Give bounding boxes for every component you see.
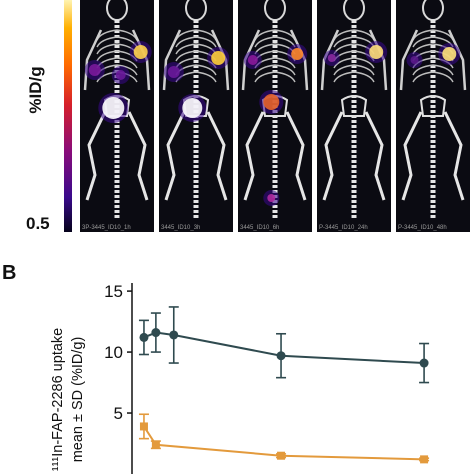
rib bbox=[96, 36, 118, 48]
series-line bbox=[143, 425, 425, 461]
hindlimb bbox=[364, 111, 386, 201]
rib bbox=[195, 71, 217, 83]
mouse-image-5: P-3445_ID10_48h bbox=[396, 0, 470, 232]
mouse-image-1: 3P-3445_ID10_1h bbox=[80, 0, 154, 232]
pelvis bbox=[340, 95, 368, 117]
hindlimb bbox=[322, 111, 344, 201]
image-caption: 3445_ID10_6h bbox=[240, 225, 279, 231]
data-point bbox=[169, 330, 179, 340]
rib bbox=[432, 64, 454, 76]
hindlimb bbox=[85, 111, 107, 201]
forelimb bbox=[368, 29, 388, 91]
image-caption: 3445_ID10_3h bbox=[161, 225, 200, 231]
pelvis bbox=[419, 95, 447, 117]
y-tick-label: 15 bbox=[104, 282, 123, 301]
uptake-hotspot bbox=[442, 47, 457, 61]
image-caption: P-3445_ID10_48h bbox=[398, 225, 447, 231]
y-axis-label-line2: mean ± SD (%ID/g) bbox=[70, 337, 86, 463]
hindlimb bbox=[243, 111, 265, 201]
rib bbox=[412, 71, 434, 83]
data-point bbox=[277, 451, 286, 460]
forelimb bbox=[399, 29, 419, 91]
rib bbox=[333, 36, 355, 48]
data-point bbox=[419, 358, 429, 368]
rib bbox=[353, 64, 375, 76]
rib bbox=[432, 71, 454, 83]
rib bbox=[333, 57, 355, 69]
hindlimb bbox=[164, 111, 186, 201]
uptake-hotspot bbox=[88, 64, 101, 76]
panel-a-spect-ct-images: %ID/g 0.5 3P-3445_ID10_1h 3445_ID10_3h 344… bbox=[26, 0, 470, 233]
rib bbox=[175, 36, 197, 48]
data-point bbox=[420, 455, 429, 464]
colorbar bbox=[64, 0, 72, 232]
forelimb bbox=[447, 29, 467, 91]
hindlimb bbox=[127, 111, 149, 201]
series-2 bbox=[138, 413, 430, 464]
series-1 bbox=[138, 306, 430, 384]
rib bbox=[175, 50, 197, 62]
forelimb bbox=[83, 29, 103, 91]
uptake-hotspot bbox=[182, 98, 203, 118]
spect-ct-mouse-images: 3P-3445_ID10_1h 3445_ID10_3h 3445_ID10_6h P… bbox=[80, 0, 470, 232]
rib bbox=[116, 57, 138, 69]
rib bbox=[195, 64, 217, 76]
rib bbox=[274, 57, 296, 69]
data-point bbox=[151, 440, 160, 449]
y-axis-label-line1: ¹¹¹In-FAP-2286 uptake bbox=[50, 328, 66, 471]
hindlimb bbox=[206, 111, 228, 201]
rib bbox=[96, 50, 118, 62]
rib bbox=[195, 36, 217, 48]
data-point bbox=[139, 332, 149, 342]
forelimb bbox=[320, 29, 340, 91]
forelimb bbox=[162, 29, 182, 91]
uptake-hotspot bbox=[267, 194, 276, 202]
image-caption: P-3445_ID10_24h bbox=[319, 225, 368, 231]
uptake-hotspot bbox=[167, 66, 180, 78]
panel-b-letter: B bbox=[2, 262, 17, 284]
mouse-image-3: 3445_ID10_6h bbox=[238, 0, 312, 232]
uptake-hotspot bbox=[327, 54, 336, 62]
uptake-hotspot bbox=[247, 55, 258, 65]
rib bbox=[254, 71, 276, 83]
rib bbox=[412, 64, 434, 76]
uptake-hotspot bbox=[115, 70, 126, 80]
uptake-hotspot bbox=[291, 48, 304, 60]
colorbar-min-label: 0.5 bbox=[26, 214, 50, 233]
data-point bbox=[151, 328, 161, 338]
rib bbox=[96, 43, 118, 55]
hindlimb bbox=[443, 111, 465, 201]
rib bbox=[254, 64, 276, 76]
mouse-image-2: 3445_ID10_3h bbox=[159, 0, 233, 232]
rib bbox=[274, 64, 296, 76]
data-point bbox=[276, 351, 286, 361]
uptake-hotspot bbox=[102, 97, 125, 119]
rib bbox=[175, 43, 197, 55]
uptake-hotspot bbox=[410, 56, 419, 64]
uptake-hotspot bbox=[263, 94, 280, 110]
rib bbox=[333, 64, 355, 76]
hindlimb bbox=[401, 111, 423, 201]
uptake-hotspot bbox=[369, 45, 384, 59]
rib bbox=[254, 36, 276, 48]
rib bbox=[353, 57, 375, 69]
rib bbox=[353, 71, 375, 83]
data-point bbox=[139, 422, 148, 431]
rib bbox=[274, 71, 296, 83]
rib bbox=[116, 64, 138, 76]
y-tick-label: 5 bbox=[114, 404, 123, 423]
uptake-hotspot bbox=[211, 51, 226, 65]
mouse-image-4: P-3445_ID10_24h bbox=[317, 0, 391, 232]
image-caption: 3P-3445_ID10_1h bbox=[82, 225, 131, 231]
hindlimb bbox=[285, 111, 307, 201]
rib bbox=[333, 71, 355, 83]
uptake-hotspot bbox=[133, 45, 148, 59]
y-tick-label: 10 bbox=[104, 343, 123, 362]
rib bbox=[412, 36, 434, 48]
